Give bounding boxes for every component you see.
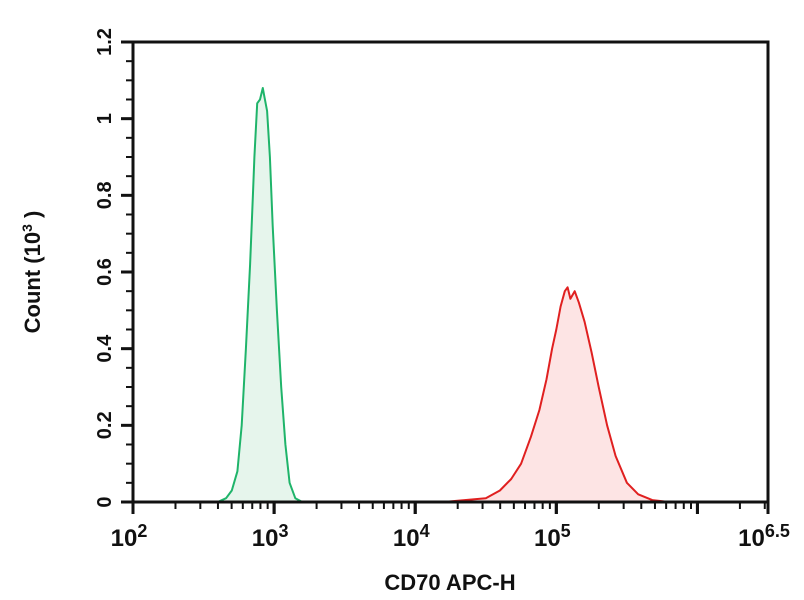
series-0-fill xyxy=(217,88,303,502)
plot-frame xyxy=(131,40,770,504)
y-tick-label: 0.8 xyxy=(94,181,116,209)
y-tick-label: 0.4 xyxy=(94,334,116,363)
y-tick-label: 1.2 xyxy=(94,28,116,56)
y-tick-label: 1 xyxy=(94,113,116,124)
series-1-fill xyxy=(443,287,670,502)
series-0-line xyxy=(217,87,303,503)
x-tick-label: 104 xyxy=(393,521,430,552)
y-tick-label: 0.6 xyxy=(94,258,116,286)
y-axis: 0 0.2 0.4 0.6 0.8 1 1.2 xyxy=(94,28,133,508)
x-tick-label: 102 xyxy=(111,521,148,552)
x-tick-label: 106.5 xyxy=(738,521,790,552)
series-1-line xyxy=(443,286,670,503)
x-axis-title: CD70 APC-H xyxy=(384,570,515,595)
y-tick-label: 0 xyxy=(94,496,116,507)
series-layer xyxy=(217,87,670,503)
x-tick-label: 105 xyxy=(534,521,571,552)
y-tick-label: 0.2 xyxy=(94,411,116,439)
x-axis: 102 103 104 105 106.5 xyxy=(111,502,790,552)
y-axis-title: Count (103 ) xyxy=(19,211,45,334)
x-tick-label: 103 xyxy=(252,521,289,552)
